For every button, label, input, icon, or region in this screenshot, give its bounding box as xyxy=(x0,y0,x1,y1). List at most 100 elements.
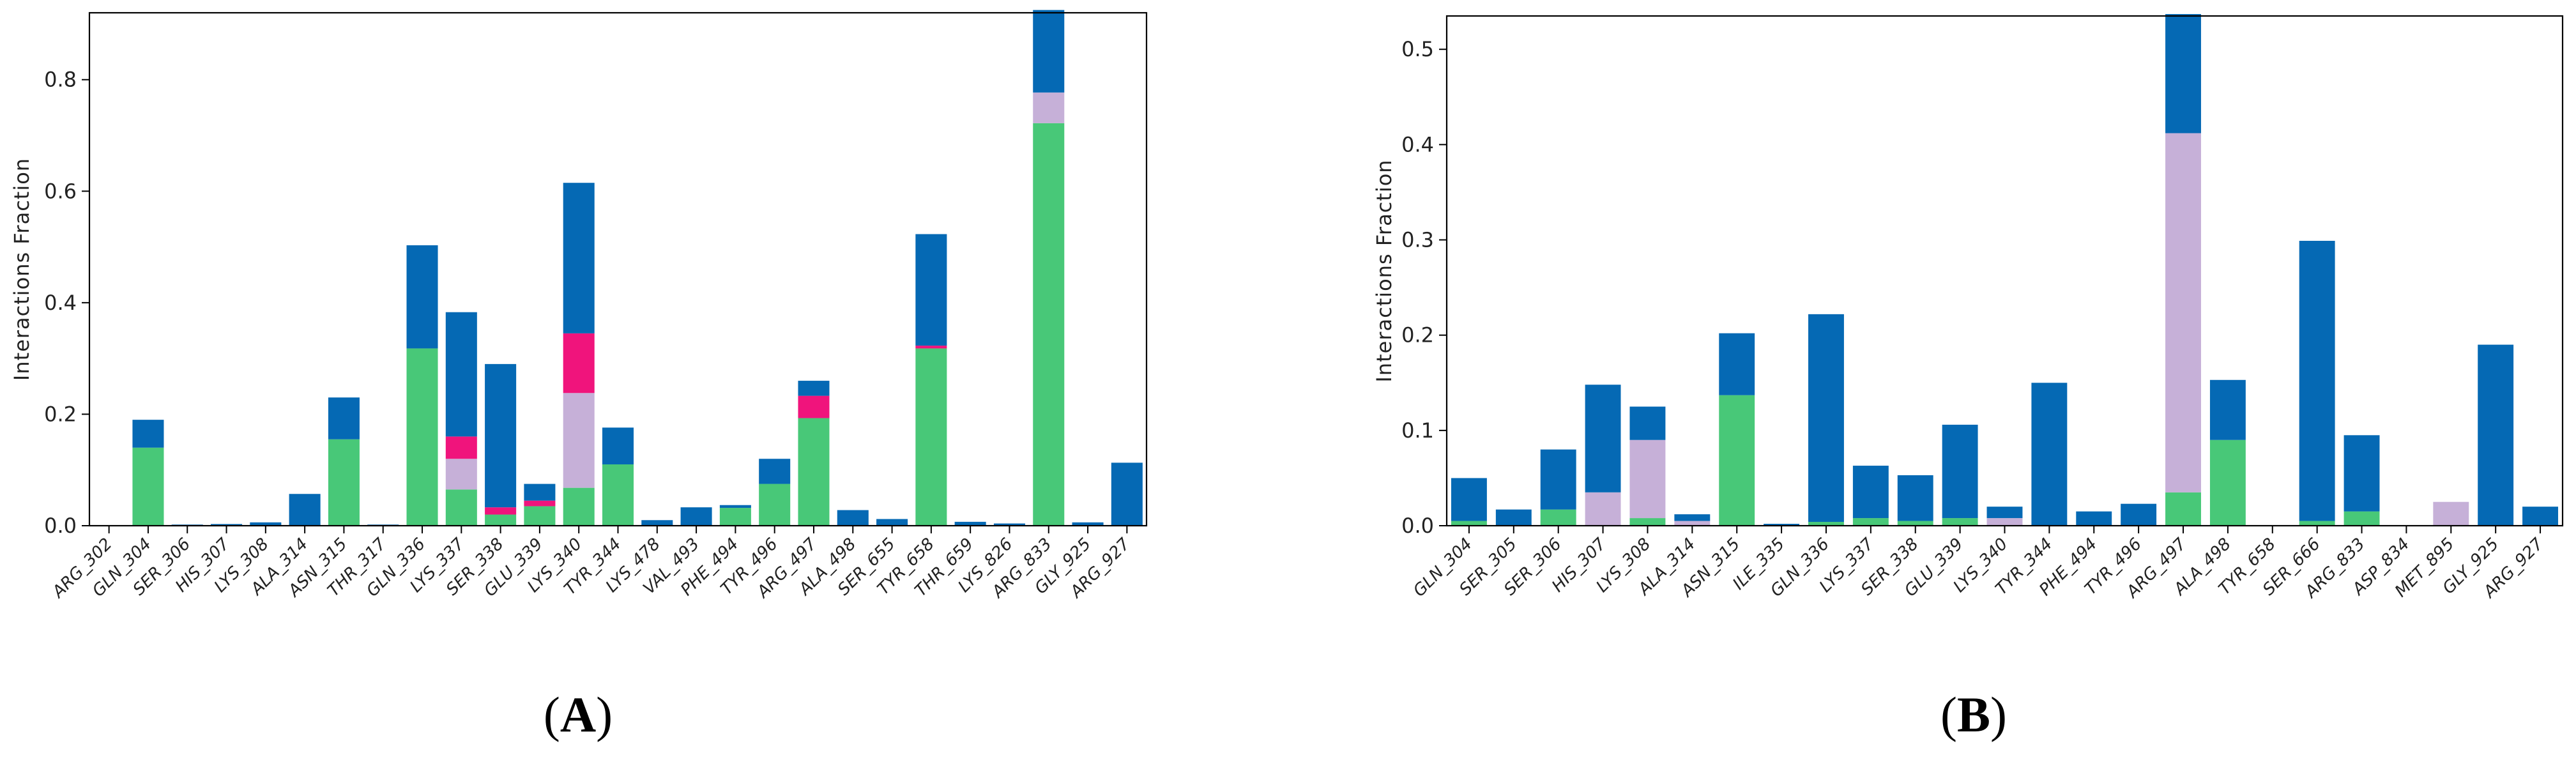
bar-segment-a-arg_497-ionic xyxy=(798,395,830,418)
bar-segment-b-ala_314-water_bridge xyxy=(1674,514,1711,521)
bar-segment-a-lys_340-hydrophobic xyxy=(563,393,595,488)
bar-segment-b-ser_666-water_bridge xyxy=(2299,241,2335,521)
panel-label-a: (A) xyxy=(544,687,613,742)
bar-segment-a-glu_339-hbond xyxy=(524,506,556,526)
bar-segment-b-arg_833-hbond xyxy=(2344,511,2380,526)
bar-segment-b-ala_314-hydrophobic xyxy=(1674,521,1711,526)
y-tick-label-a: 0.4 xyxy=(44,291,77,315)
bar-segment-a-lys_337-hydrophobic xyxy=(445,459,477,490)
y-tick-label-a: 0.8 xyxy=(44,68,77,92)
bar-segment-b-ser_306-water_bridge xyxy=(1540,449,1576,510)
y-tick-label-b: 0.3 xyxy=(1401,228,1434,252)
y-axis-label-a: Interactions Fraction xyxy=(10,158,34,381)
bar-segment-a-tyr_344-water_bridge xyxy=(602,427,634,464)
bar-segment-b-ser_666-hbond xyxy=(2299,521,2335,526)
bar-segment-b-glu_339-hbond xyxy=(1942,518,1978,526)
bar-segment-a-lys_308-water_bridge xyxy=(250,522,282,526)
bar-segment-b-glu_339-water_bridge xyxy=(1942,424,1978,519)
chart-panel-a: 0.00.20.40.60.8ARG_302GLN_304SER_306HIS_… xyxy=(10,10,1148,602)
bar-segment-b-gly_925-water_bridge xyxy=(2478,344,2514,526)
bar-segment-a-lys_340-ionic xyxy=(563,333,595,393)
panel-label-b: (B) xyxy=(1940,687,2007,742)
bar-segment-a-gly_925-water_bridge xyxy=(1072,522,1104,526)
bar-segment-b-arg_497-water_bridge xyxy=(2165,14,2201,134)
bar-segment-a-tyr_658-hbond xyxy=(915,348,947,526)
bar-segment-a-lys_337-ionic xyxy=(445,436,477,459)
bar-segment-a-val_493-water_bridge xyxy=(680,507,712,526)
bar-segment-a-gln_336-water_bridge xyxy=(406,245,438,349)
bar-segment-a-arg_927-water_bridge xyxy=(1111,462,1143,526)
bars-group-b xyxy=(1451,14,2559,526)
bar-segment-a-glu_339-water_bridge xyxy=(524,484,556,501)
y-axis-label-b: Interactions Fraction xyxy=(1372,159,1396,382)
bar-segment-a-ser_338-ionic xyxy=(485,507,517,515)
bar-segment-a-phe_494-water_bridge xyxy=(719,505,751,508)
bar-segment-a-lys_337-water_bridge xyxy=(445,312,477,437)
bar-segment-a-ser_338-hbond xyxy=(485,514,517,526)
bar-segment-a-arg_833-water_bridge xyxy=(1033,10,1065,93)
bars-group-a xyxy=(132,10,1143,526)
bar-segment-b-tyr_344-water_bridge xyxy=(2031,383,2068,526)
bar-segment-b-asn_315-hbond xyxy=(1719,395,1755,526)
y-tick-label-b: 0.2 xyxy=(1401,323,1434,347)
chart-panel-b: 0.00.10.20.30.40.5GLN_304SER_305SER_306H… xyxy=(1372,14,2564,602)
bar-segment-b-gln_304-water_bridge xyxy=(1451,478,1487,521)
bar-segment-a-tyr_496-water_bridge xyxy=(759,459,791,484)
bar-segment-b-his_307-water_bridge xyxy=(1585,385,1621,492)
y-tick-label-b: 0.5 xyxy=(1401,37,1434,61)
bar-segment-b-lys_340-hydrophobic xyxy=(1986,518,2023,526)
bar-segment-b-lys_308-water_bridge xyxy=(1629,406,1666,440)
bar-segment-b-lys_340-water_bridge xyxy=(1986,507,2023,519)
y-tick-label-a: 0.2 xyxy=(44,402,77,426)
y-tick-label-b: 0.4 xyxy=(1401,132,1434,156)
bar-segment-b-lys_337-water_bridge xyxy=(1852,466,1889,519)
bar-segment-b-lys_308-hydrophobic xyxy=(1629,439,1666,519)
bar-segment-a-lys_478-water_bridge xyxy=(641,520,673,526)
bar-segment-b-ile_335-water_bridge xyxy=(1764,524,1800,526)
bar-segment-b-lys_337-hbond xyxy=(1852,518,1889,526)
bar-segment-a-glu_339-ionic xyxy=(524,500,556,507)
bar-segment-b-arg_497-hydrophobic xyxy=(2165,133,2201,492)
bar-segment-a-arg_497-hbond xyxy=(798,418,830,526)
panel-letter-a: A xyxy=(560,687,596,742)
bar-segment-a-ser_338-water_bridge xyxy=(485,363,517,508)
bar-segment-a-arg_833-hydrophobic xyxy=(1033,92,1065,123)
bar-segment-a-lys_340-hbond xyxy=(563,487,595,526)
bar-segment-b-tyr_496-water_bridge xyxy=(2121,503,2157,526)
bar-segment-a-asn_315-water_bridge xyxy=(328,397,360,439)
bar-segment-a-arg_833-hbond xyxy=(1033,123,1065,526)
y-tick-label-a: 0.0 xyxy=(44,514,77,538)
y-tick-label-a: 0.6 xyxy=(44,179,77,203)
bar-segment-a-tyr_658-ionic xyxy=(915,346,947,349)
bar-segment-b-met_895-hydrophobic xyxy=(2433,501,2469,526)
bar-segment-b-ser_305-water_bridge xyxy=(1495,509,1532,526)
bar-segment-b-ala_498-hbond xyxy=(2209,439,2246,526)
bar-segment-a-ala_498-water_bridge xyxy=(837,510,869,526)
bar-segment-a-ser_655-water_bridge xyxy=(876,519,908,526)
bar-segment-b-gln_304-hbond xyxy=(1451,521,1487,526)
bar-segment-b-phe_494-water_bridge xyxy=(2076,511,2112,526)
bar-segment-b-lys_308-hbond xyxy=(1629,518,1666,526)
bar-segment-a-phe_494-hbond xyxy=(719,508,751,526)
bar-segment-a-tyr_496-hbond xyxy=(759,484,791,526)
bar-segment-a-lys_340-water_bridge xyxy=(563,183,595,333)
bar-segment-b-ser_306-hbond xyxy=(1540,509,1576,526)
bar-segment-b-gln_336-water_bridge xyxy=(1808,314,1844,523)
bar-segment-a-lys_337-hbond xyxy=(445,489,477,526)
bar-segment-a-asn_315-hbond xyxy=(328,439,360,526)
panel-letter-b: B xyxy=(1957,687,1990,742)
bar-segment-a-tyr_658-water_bridge xyxy=(915,234,947,346)
bar-segment-a-ala_314-water_bridge xyxy=(289,494,321,526)
bar-segment-a-tyr_344-hbond xyxy=(602,464,634,526)
bar-segment-b-arg_497-hbond xyxy=(2165,492,2201,526)
bar-segment-a-thr_659-water_bridge xyxy=(954,521,986,526)
bar-segment-a-gln_336-hbond xyxy=(406,348,438,526)
y-tick-label-b: 0.1 xyxy=(1401,418,1434,443)
bar-segment-a-lys_826-water_bridge xyxy=(993,523,1025,526)
bar-segment-b-gln_336-hbond xyxy=(1808,522,1844,526)
bar-segment-b-ser_338-water_bridge xyxy=(1897,475,1933,521)
bar-segment-a-arg_497-water_bridge xyxy=(798,381,830,396)
bar-segment-a-gln_304-water_bridge xyxy=(132,420,164,448)
y-tick-label-b: 0.0 xyxy=(1401,514,1434,538)
